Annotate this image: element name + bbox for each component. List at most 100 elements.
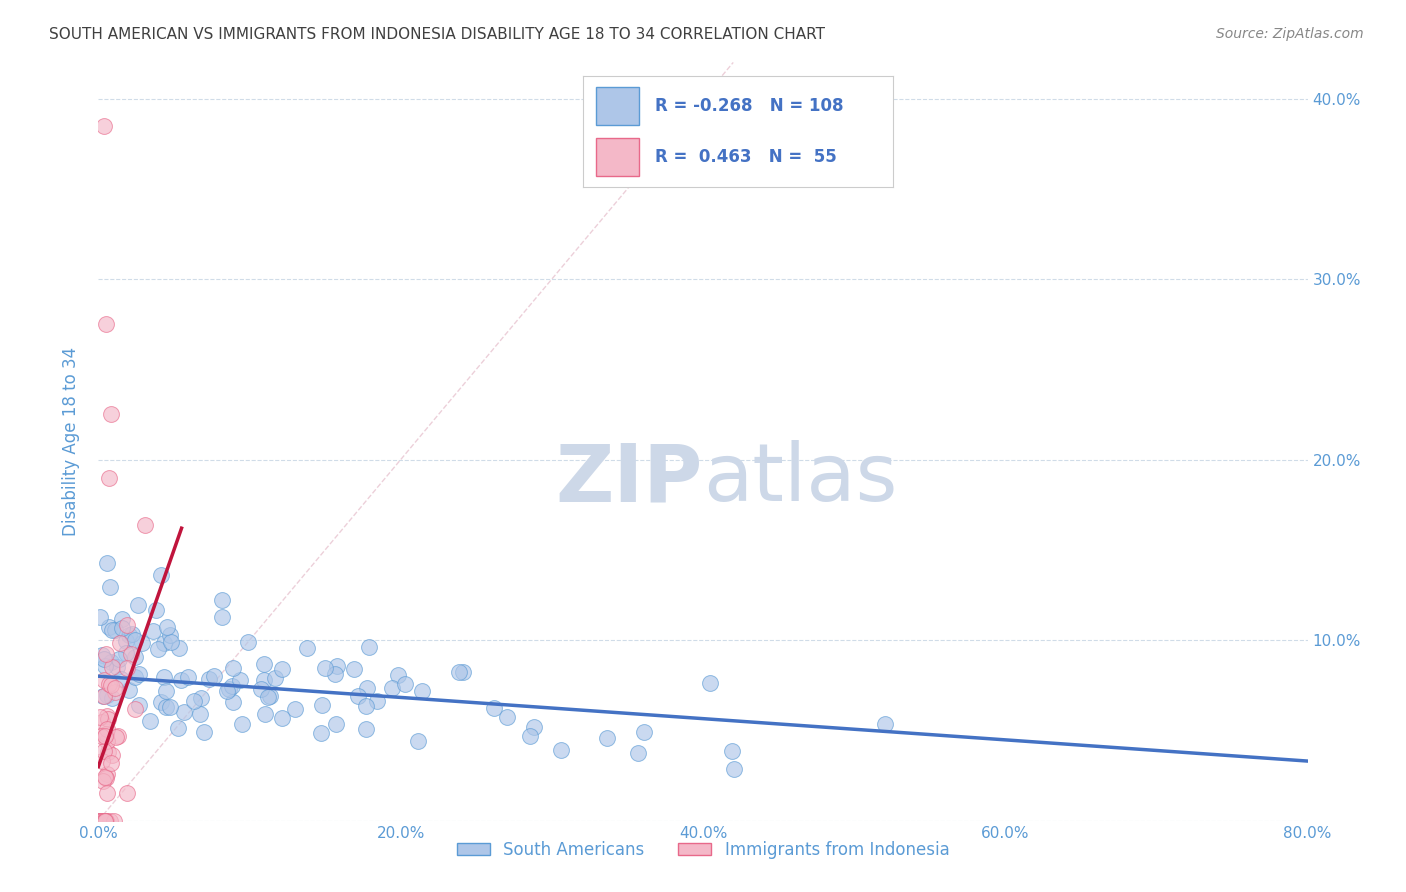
- Point: [94, 727, 117, 741]
- Point: [131, 636, 153, 650]
- Point: [159, 628, 181, 642]
- Point: [94, 814, 117, 828]
- Point: [100, 678, 122, 692]
- Point: [96, 688, 118, 702]
- Point: [357, 640, 380, 655]
- Point: [217, 683, 239, 698]
- Point: [309, 726, 332, 740]
- Point: [96, 709, 118, 723]
- Point: [96, 556, 118, 570]
- Point: [97, 677, 120, 691]
- Point: [356, 681, 378, 695]
- Point: [519, 729, 541, 743]
- Point: [142, 624, 165, 638]
- Point: [100, 408, 122, 422]
- Point: [94, 729, 117, 743]
- Point: [104, 681, 127, 695]
- Text: Source: ZipAtlas.com: Source: ZipAtlas.com: [1216, 27, 1364, 41]
- Point: [91, 689, 114, 703]
- Point: [89, 814, 111, 828]
- Text: R =  0.463   N =  55: R = 0.463 N = 55: [655, 148, 837, 166]
- Point: [118, 683, 141, 698]
- Point: [101, 623, 124, 637]
- Point: [160, 635, 183, 649]
- Point: [94, 317, 117, 331]
- Point: [271, 662, 294, 676]
- Point: [96, 722, 118, 736]
- Point: [115, 661, 138, 675]
- Point: [91, 774, 114, 789]
- Text: atlas: atlas: [703, 441, 897, 518]
- Point: [101, 690, 124, 705]
- Point: [93, 673, 115, 687]
- Point: [155, 683, 177, 698]
- Point: [128, 698, 150, 712]
- Point: [96, 772, 118, 786]
- Point: [89, 610, 111, 624]
- Point: [366, 693, 388, 707]
- Point: [153, 635, 176, 649]
- Point: [153, 670, 176, 684]
- Point: [155, 700, 177, 714]
- Point: [117, 786, 139, 800]
- Point: [91, 648, 114, 663]
- Point: [93, 119, 115, 133]
- Point: [121, 627, 143, 641]
- Y-axis label: Disability Age 18 to 34: Disability Age 18 to 34: [62, 347, 80, 536]
- Point: [96, 786, 118, 800]
- Bar: [596, 87, 640, 125]
- Point: [98, 580, 121, 594]
- Point: [93, 814, 115, 828]
- Point: [90, 754, 112, 768]
- Point: [117, 618, 139, 632]
- Point: [94, 814, 117, 828]
- Point: [633, 724, 655, 739]
- Point: [94, 647, 117, 661]
- Point: [89, 710, 111, 724]
- Point: [93, 814, 115, 828]
- Point: [167, 721, 190, 735]
- Point: [347, 690, 370, 704]
- Point: [90, 814, 112, 828]
- Point: [183, 694, 205, 708]
- Point: [94, 770, 117, 784]
- Point: [236, 635, 259, 649]
- Point: [449, 665, 471, 679]
- Point: [94, 814, 117, 828]
- Point: [107, 730, 129, 744]
- Point: [118, 628, 141, 642]
- Point: [120, 647, 142, 661]
- Point: [90, 729, 112, 743]
- Point: [111, 611, 134, 625]
- Point: [451, 665, 474, 680]
- Point: [221, 679, 243, 693]
- Bar: [596, 138, 640, 177]
- Point: [264, 671, 287, 685]
- Point: [253, 657, 276, 672]
- Point: [496, 710, 519, 724]
- Point: [87, 814, 110, 828]
- Point: [101, 747, 124, 762]
- Point: [484, 701, 506, 715]
- Point: [97, 712, 120, 726]
- Point: [193, 725, 215, 739]
- Point: [173, 705, 195, 719]
- Point: [98, 620, 121, 634]
- Point: [387, 668, 409, 682]
- Point: [91, 814, 114, 828]
- Point: [159, 700, 181, 714]
- Point: [156, 620, 179, 634]
- Point: [128, 667, 150, 681]
- Point: [100, 656, 122, 670]
- Point: [98, 814, 121, 828]
- Point: [190, 690, 212, 705]
- Point: [101, 659, 124, 673]
- Point: [167, 640, 190, 655]
- Point: [110, 636, 132, 650]
- Point: [354, 722, 377, 736]
- Point: [188, 707, 211, 722]
- Point: [139, 714, 162, 728]
- Point: [124, 670, 146, 684]
- Point: [98, 470, 121, 484]
- Point: [314, 661, 336, 675]
